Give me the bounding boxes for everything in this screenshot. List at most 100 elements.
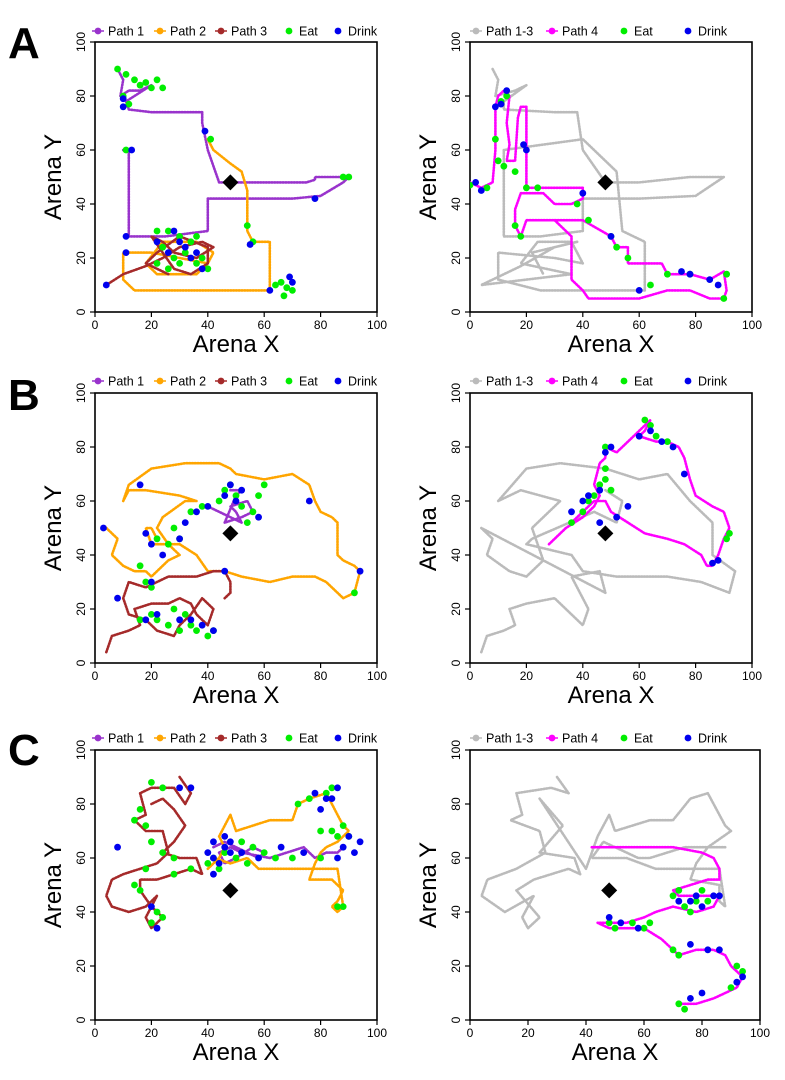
eat-point: [596, 481, 604, 489]
drink-point: [568, 508, 575, 516]
drink-point: [114, 594, 121, 602]
x-tick-label: 60: [258, 318, 272, 332]
eat-point: [280, 292, 288, 300]
legend-label: Path 1: [108, 375, 144, 389]
legend-marker: [217, 377, 225, 385]
eat-point: [193, 260, 200, 267]
drink-point: [164, 249, 172, 256]
eat-point: [221, 849, 229, 856]
eat-point: [204, 860, 212, 867]
eat-point: [204, 265, 212, 273]
drink-point: [122, 249, 130, 256]
y-tick-label: 80: [74, 440, 88, 454]
x-tick-label: 40: [576, 669, 590, 683]
eat-point: [193, 627, 200, 634]
eat-point: [148, 779, 155, 786]
eat-point: [629, 919, 636, 927]
x-tick-label: 100: [367, 1026, 387, 1040]
series-path-1: [206, 488, 255, 524]
eat-point: [669, 892, 677, 900]
eat-point: [122, 71, 130, 78]
drink-point: [221, 492, 229, 499]
series-path-2: [206, 791, 351, 914]
panel-a-left: 0 20 40 60 80 100 0 20 40 60 80 100 Arena X Arena Y Pa…: [40, 25, 387, 359]
eat-point: [727, 984, 735, 991]
eat-point: [170, 254, 178, 262]
legend-label: Eat: [634, 375, 653, 389]
y-tick-label: 40: [449, 197, 463, 211]
y-tick-label: 100: [449, 740, 463, 760]
legend-marker: [156, 734, 164, 742]
eat-point: [305, 795, 313, 802]
eat-point: [187, 621, 195, 629]
x-tick-label: 0: [92, 669, 99, 683]
eat-point: [215, 497, 223, 505]
drink-point: [221, 567, 229, 575]
eat-point: [142, 822, 150, 829]
series-path-1: [212, 840, 345, 865]
legend: Path 1-3 Path 4 Eat Drink: [470, 25, 728, 39]
eat-point: [159, 784, 167, 792]
eat-point: [181, 249, 189, 256]
y-axis-title: Arena Y: [40, 842, 67, 928]
series-path-3: [105, 775, 204, 930]
eat-point: [647, 281, 654, 289]
landmark-diamond: [601, 882, 618, 899]
eat-point: [605, 919, 613, 927]
x-axis-title: Arena X: [568, 331, 655, 358]
eat-point: [159, 849, 167, 856]
eat-point: [624, 254, 632, 262]
drink-point: [678, 268, 685, 275]
eat-point: [193, 233, 200, 240]
legend: Path 1 Path 2 Path 3 Eat Drink: [92, 375, 378, 389]
drink-point: [345, 833, 353, 840]
eat-point: [198, 254, 206, 262]
eat-point: [260, 481, 268, 489]
legend-label: Path 4: [562, 732, 598, 746]
eat-point: [283, 284, 291, 292]
drink-point: [114, 843, 121, 851]
panel-c-right: 0 20 40 60 80 100 0 20 40 60 80 100 Arena X Arena Y Pa…: [415, 732, 770, 1067]
eat-point: [289, 287, 296, 294]
y-tick-label: 20: [74, 959, 88, 973]
eat-point: [500, 162, 508, 170]
eat-point: [503, 92, 511, 100]
eat-point: [317, 854, 324, 862]
drink-point: [605, 914, 613, 921]
legend-marker: [217, 734, 225, 742]
x-tick-label: 40: [576, 318, 590, 332]
eat-point: [272, 281, 279, 289]
y-tick-label: 20: [449, 251, 463, 265]
y-tick-label: 0: [449, 308, 463, 315]
drink-point: [238, 849, 246, 856]
eat-point: [511, 222, 519, 230]
drink-point: [187, 784, 195, 792]
eat-point: [187, 508, 195, 516]
drink-point: [317, 806, 324, 813]
drink-point: [300, 849, 308, 856]
drink-point: [153, 238, 161, 246]
drink-point: [210, 838, 217, 846]
drink-point: [266, 287, 274, 294]
eat-point: [611, 924, 619, 932]
y-tick-label: 20: [449, 959, 463, 973]
drink-point: [669, 443, 677, 451]
drink-point: [716, 946, 723, 954]
drink-point: [585, 492, 592, 499]
eat-point: [136, 806, 144, 813]
eat-point: [153, 76, 161, 84]
eat-point: [176, 233, 184, 240]
drink-point: [596, 519, 604, 526]
drink-point: [153, 924, 161, 932]
y-tick-label: 40: [74, 905, 88, 919]
drink-point: [198, 621, 206, 629]
drink-point: [119, 103, 127, 111]
series-path-4: [470, 89, 728, 300]
legend-label: Path 3: [231, 25, 267, 39]
eat-point: [131, 76, 138, 84]
x-tick-label: 0: [467, 318, 474, 332]
drink-point: [232, 497, 240, 505]
drink-point: [491, 103, 499, 111]
eat-point: [255, 492, 262, 499]
legend-marker: [472, 377, 480, 385]
